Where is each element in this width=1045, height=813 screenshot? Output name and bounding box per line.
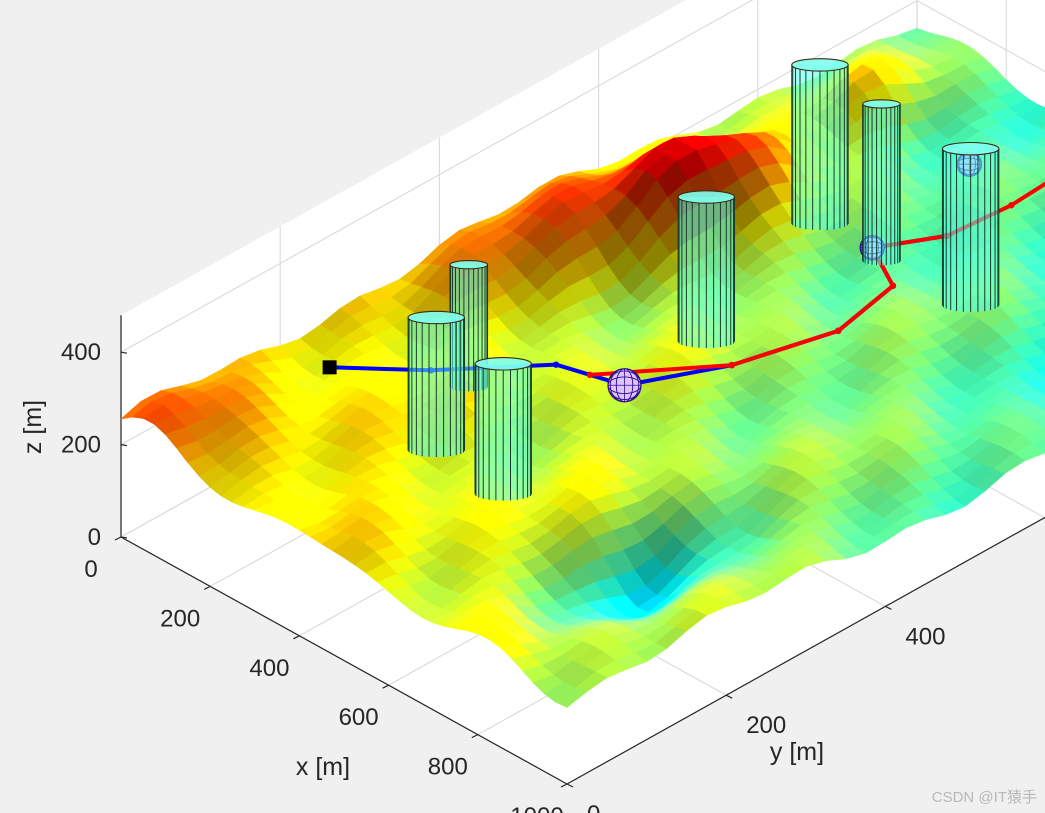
y-tick-label: 400 <box>905 623 945 650</box>
x-tick-label: 600 <box>339 704 379 731</box>
cylinder-top <box>474 357 532 371</box>
obstacle-cylinder <box>474 357 532 501</box>
z-tick-label: 400 <box>61 339 101 366</box>
watermark: CSDN @IT猿手 <box>931 789 1037 806</box>
grid-line-z <box>120 0 754 353</box>
cylinders <box>407 58 1000 501</box>
path-point <box>552 361 560 368</box>
y-tick-label: 0 <box>587 801 600 813</box>
cylinder-top <box>862 99 901 109</box>
obstacle-cylinder <box>677 190 736 348</box>
x-tick-label: 800 <box>428 754 468 781</box>
x-axis-label: x [m] <box>296 753 350 781</box>
z-tick-mark <box>120 351 128 354</box>
threat-sphere <box>607 368 642 403</box>
terrain-cell <box>555 687 588 708</box>
y-axis-line <box>566 516 1045 785</box>
terrain-cell <box>1038 295 1045 304</box>
cylinder-top <box>449 260 489 270</box>
sphere-meridian <box>609 368 640 403</box>
x-tick-label: 200 <box>160 605 200 632</box>
y-axis-label: y [m] <box>770 738 824 766</box>
terrain-cell <box>1039 406 1045 412</box>
cylinder-top <box>677 190 736 204</box>
x-tick-label: 400 <box>249 655 289 682</box>
x-tick-label: 1000 <box>510 803 563 813</box>
x-tick-mark <box>560 783 568 788</box>
z-tick-mark <box>120 536 128 539</box>
terrain-cell <box>1040 322 1045 329</box>
z-tick-label: 0 <box>88 524 101 551</box>
path-point <box>889 282 897 289</box>
x-tick-mark <box>114 536 122 541</box>
terrain-cell <box>1039 206 1045 214</box>
x-tick-mark <box>293 635 300 640</box>
y-tick-mark <box>885 605 892 610</box>
ticks: 0200400020040060080010000200400600800100… <box>61 339 1045 813</box>
path-point <box>728 361 736 369</box>
y-tick-mark <box>566 783 574 788</box>
x-tick-mark <box>203 585 211 590</box>
sphere-latitude <box>607 370 642 400</box>
z-tick-label: 200 <box>61 432 101 459</box>
obstacle-cylinder <box>791 58 849 231</box>
x-tick-mark <box>471 734 479 739</box>
y-tick-mark <box>725 694 733 699</box>
path-red-line <box>589 181 1045 377</box>
path-point <box>1008 201 1015 209</box>
path-point <box>586 371 593 379</box>
start-marker <box>322 360 337 375</box>
z-axis-label: z [m] <box>19 400 47 454</box>
x-tick-mark <box>382 684 389 689</box>
cylinder-top <box>407 310 466 325</box>
cylinder-top <box>941 141 1000 156</box>
path-point <box>835 327 842 335</box>
x-axis-line <box>120 536 568 785</box>
cylinder-top <box>791 58 849 72</box>
z-tick-mark <box>120 444 128 447</box>
y-tick-label: 200 <box>746 712 786 739</box>
obstacle-cylinder <box>862 99 901 266</box>
axis-lines <box>120 315 1045 785</box>
obstacle-cylinder <box>407 310 466 457</box>
obstacle-cylinder <box>941 141 1000 312</box>
x-tick-label: 0 <box>84 556 97 583</box>
